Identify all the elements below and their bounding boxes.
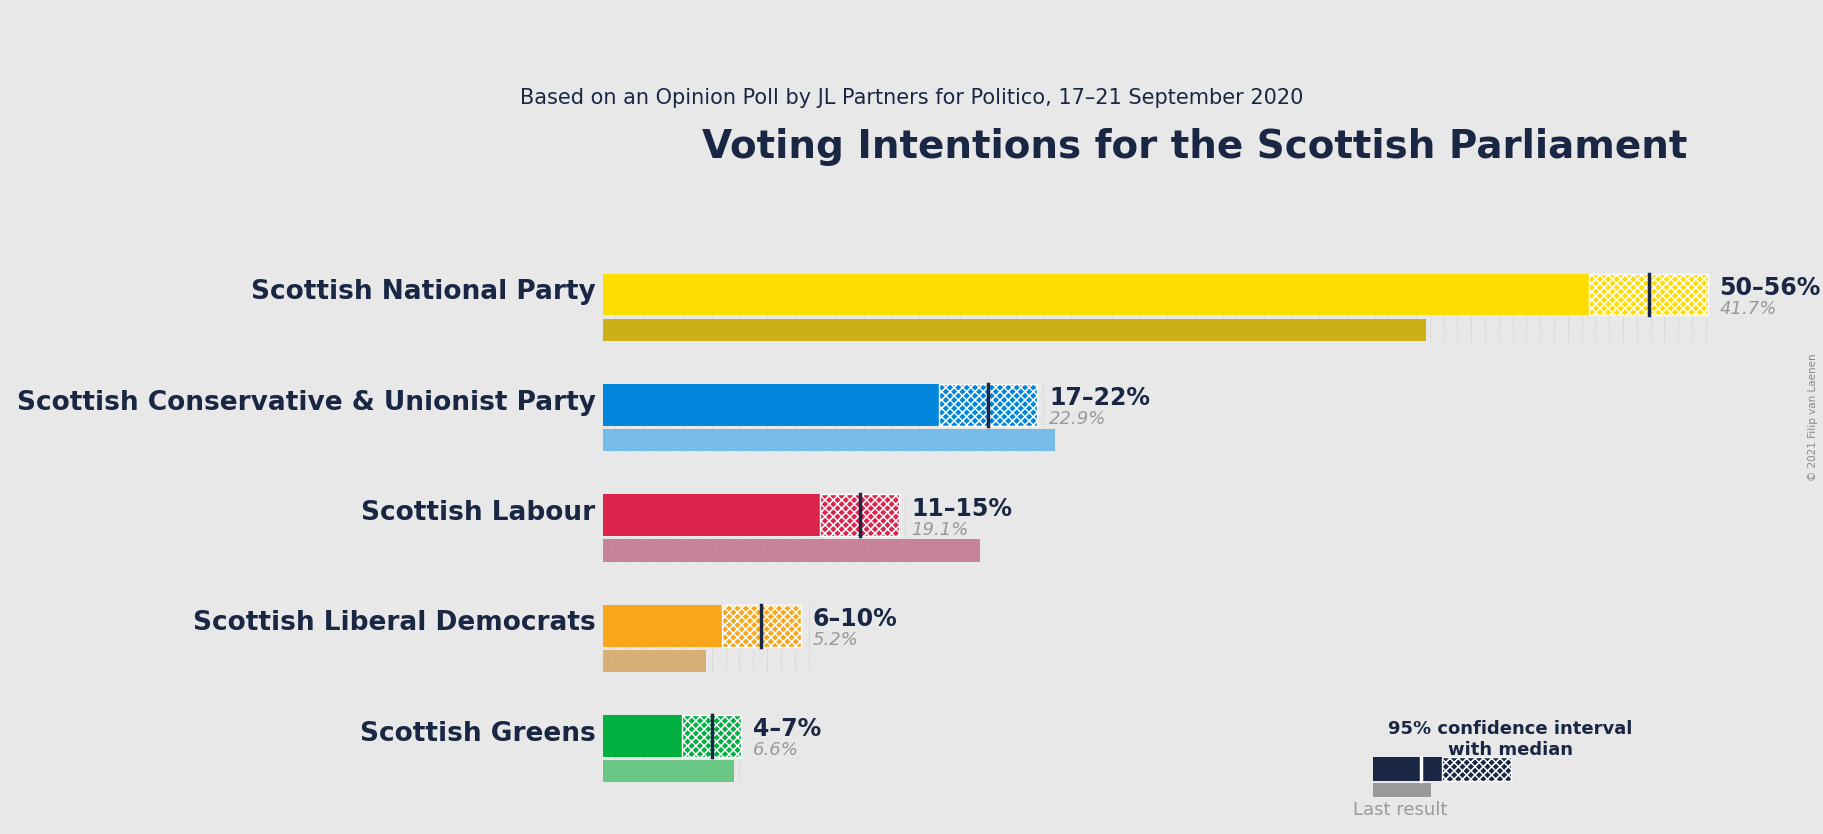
Bar xyxy=(1373,757,1442,781)
Text: Scottish Greens: Scottish Greens xyxy=(359,721,596,746)
Bar xyxy=(603,430,1056,451)
Text: 17–22%: 17–22% xyxy=(1048,386,1150,410)
Text: Scottish Conservative & Unionist Party: Scottish Conservative & Unionist Party xyxy=(16,389,596,415)
Bar xyxy=(939,384,1037,426)
Text: 22.9%: 22.9% xyxy=(1048,410,1107,428)
Bar xyxy=(1590,274,1708,315)
Bar xyxy=(603,650,706,672)
Bar xyxy=(603,605,722,646)
Bar xyxy=(722,605,800,646)
Bar xyxy=(682,715,742,757)
Bar xyxy=(1442,757,1511,781)
Bar xyxy=(603,495,899,536)
Bar xyxy=(603,384,939,426)
Bar xyxy=(603,319,1426,341)
Text: 6–10%: 6–10% xyxy=(813,607,897,631)
Bar xyxy=(603,715,742,757)
Text: © 2021 Filip van Laenen: © 2021 Filip van Laenen xyxy=(1808,353,1818,481)
Bar xyxy=(603,495,820,536)
Bar xyxy=(603,605,800,646)
Title: Voting Intentions for the Scottish Parliament: Voting Intentions for the Scottish Parli… xyxy=(702,128,1688,166)
Bar xyxy=(603,274,1708,315)
Text: Based on an Opinion Poll by JL Partners for Politico, 17–21 September 2020: Based on an Opinion Poll by JL Partners … xyxy=(520,88,1303,108)
Text: 19.1%: 19.1% xyxy=(912,520,968,539)
Bar xyxy=(820,495,899,536)
Text: 11–15%: 11–15% xyxy=(912,496,1012,520)
Text: Scottish Liberal Democrats: Scottish Liberal Democrats xyxy=(193,610,596,636)
Bar xyxy=(1590,274,1708,315)
Bar xyxy=(722,605,800,646)
Text: 6.6%: 6.6% xyxy=(753,741,798,759)
Text: Last result: Last result xyxy=(1353,801,1447,819)
Bar xyxy=(603,274,1590,315)
Bar xyxy=(1373,783,1431,796)
Bar xyxy=(603,715,682,757)
Bar xyxy=(1442,757,1511,781)
Bar xyxy=(603,760,733,782)
Text: 50–56%: 50–56% xyxy=(1719,276,1821,300)
Bar xyxy=(939,384,1037,426)
Text: Scottish National Party: Scottish National Party xyxy=(252,279,596,305)
Text: 4–7%: 4–7% xyxy=(753,717,822,741)
Bar xyxy=(603,540,981,561)
Bar xyxy=(820,495,899,536)
Text: 95% confidence interval
with median: 95% confidence interval with median xyxy=(1389,720,1633,759)
Text: 41.7%: 41.7% xyxy=(1719,300,1777,318)
Bar xyxy=(682,715,742,757)
Text: 5.2%: 5.2% xyxy=(813,631,859,649)
Text: Scottish Labour: Scottish Labour xyxy=(361,500,596,526)
Bar xyxy=(603,384,1037,426)
